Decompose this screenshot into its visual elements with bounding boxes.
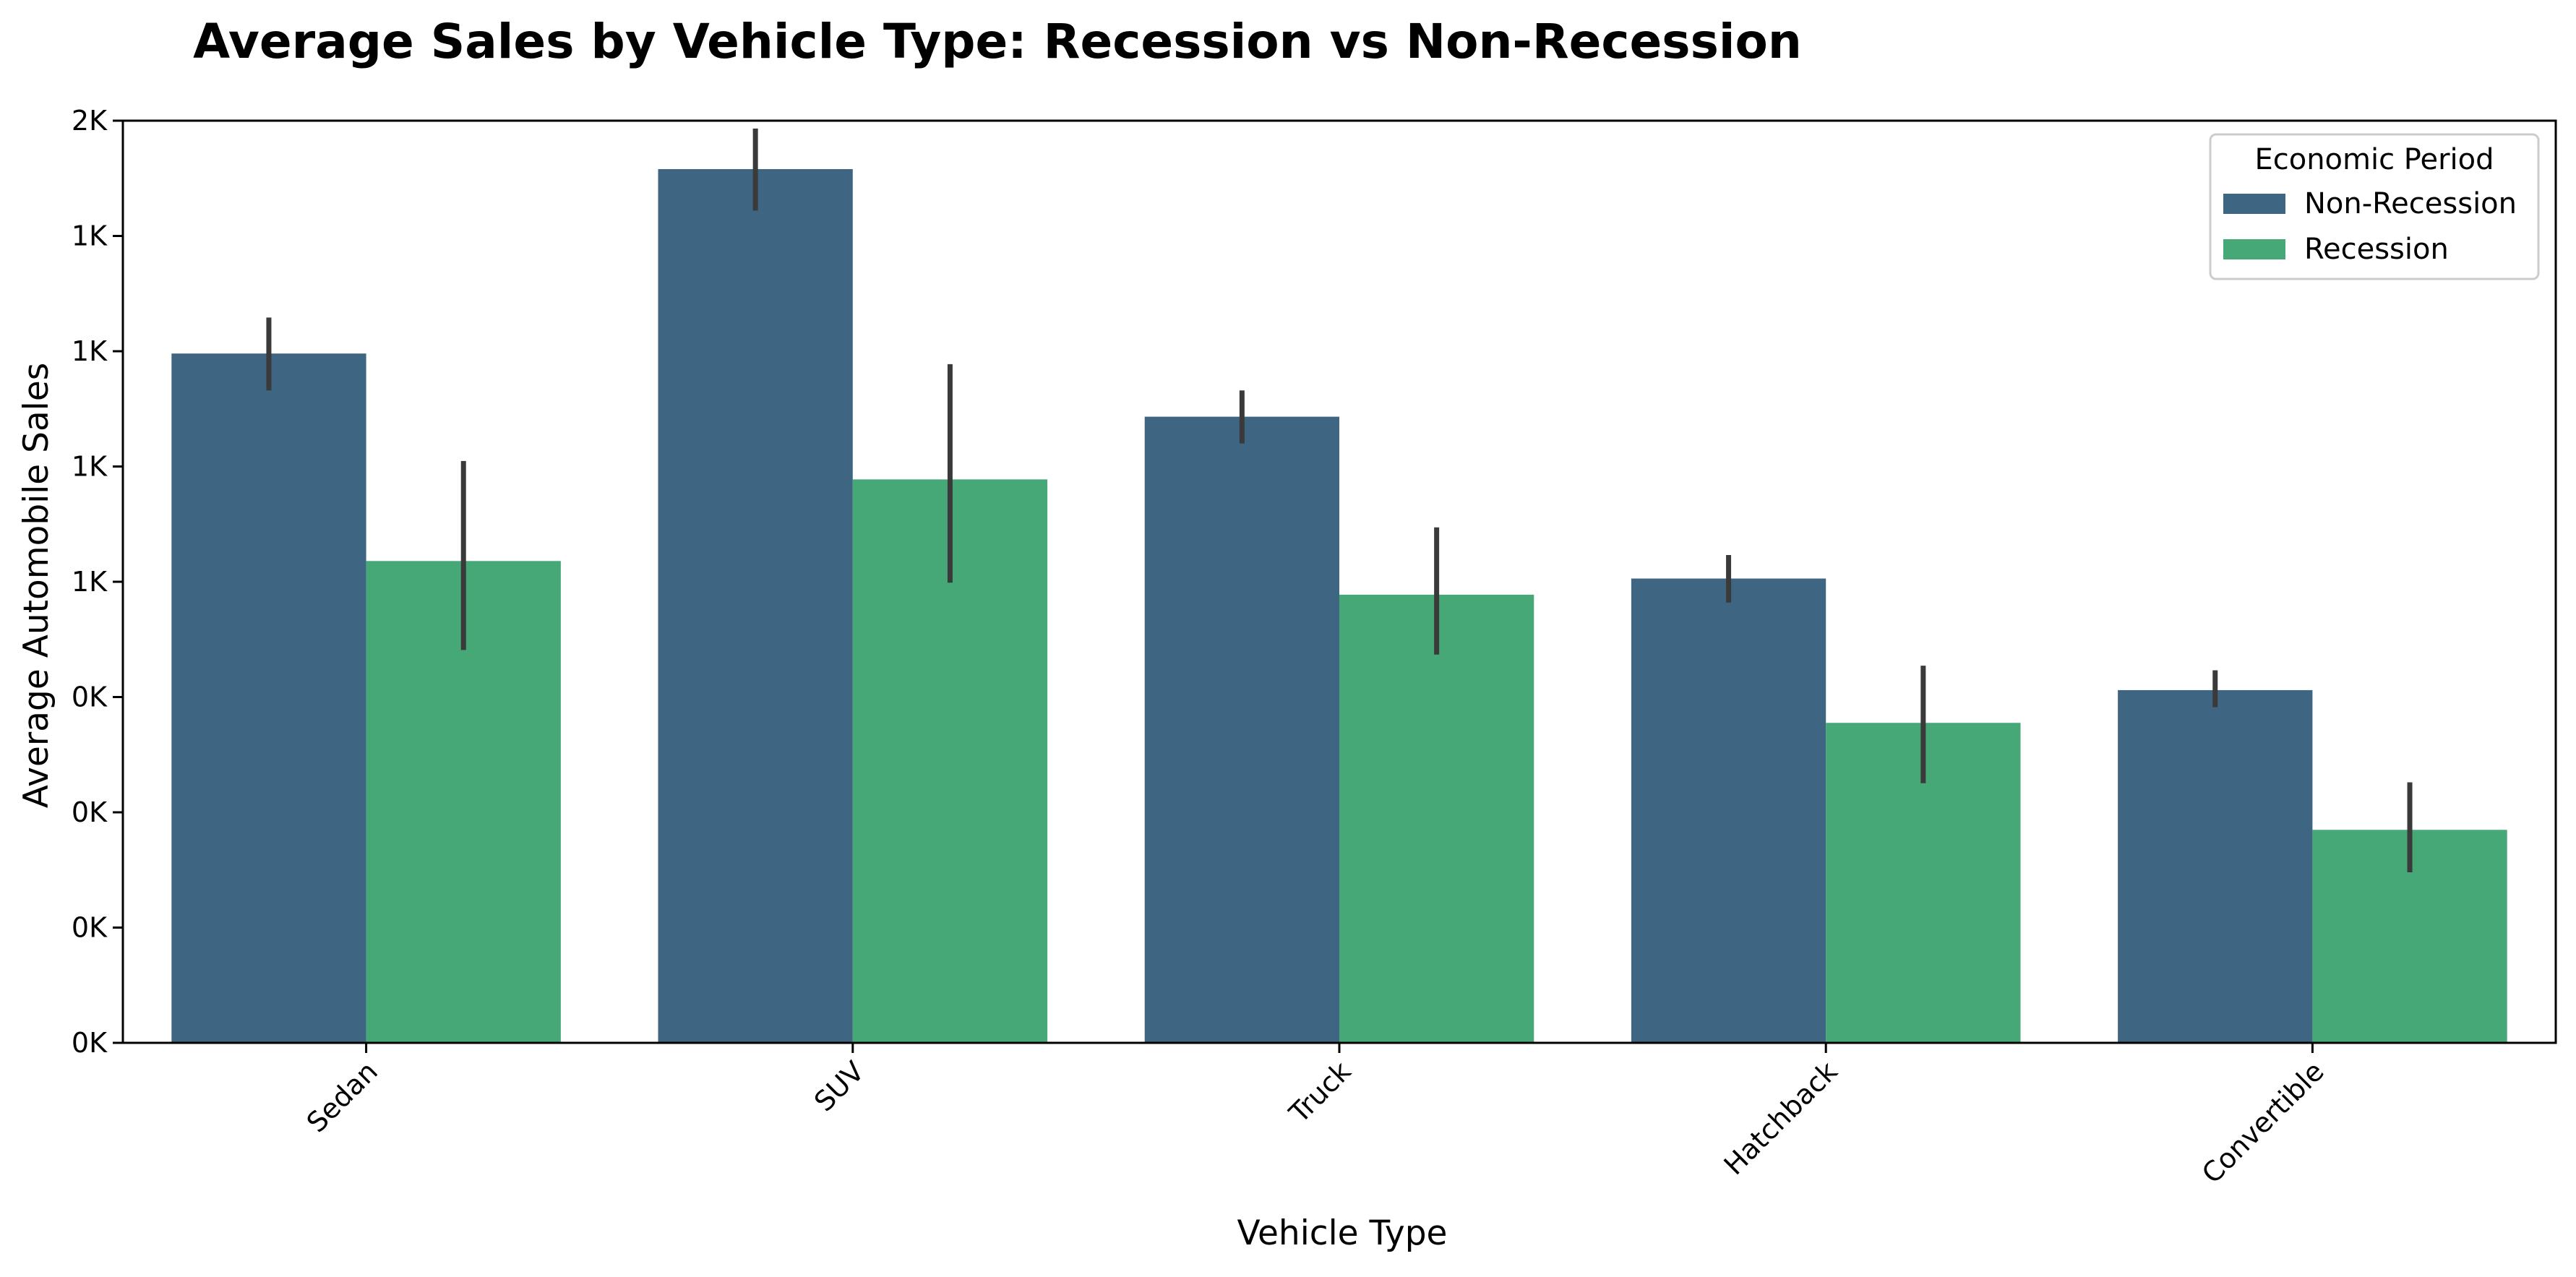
y-tick-label: 1K bbox=[72, 335, 108, 367]
legend-swatch bbox=[2223, 194, 2285, 214]
bar-non-recession-sedan bbox=[171, 353, 366, 1043]
legend: Economic Period Non-Recession Recession bbox=[2209, 133, 2540, 280]
x-tick-label: Truck bbox=[1283, 1055, 1357, 1130]
legend-title: Economic Period bbox=[2254, 143, 2494, 176]
x-tick-label: Convertible bbox=[2196, 1055, 2330, 1190]
chart-title: Average Sales by Vehicle Type: Recession… bbox=[193, 14, 1802, 69]
y-axis-label: Average Automobile Sales bbox=[17, 363, 56, 809]
y-tick-label: 0K bbox=[72, 682, 108, 713]
plot-area: 0K 0K 0K 0K 1K 1K 1K 1K 2K Sedan SUV Truck Hatchback… bbox=[72, 105, 2557, 1190]
y-tick-label: 0K bbox=[72, 1027, 108, 1059]
bar-non-recession-suv bbox=[658, 168, 853, 1044]
x-tick-label: Sedan bbox=[301, 1055, 384, 1138]
bar-recession-truck bbox=[1339, 594, 1534, 1043]
y-tick-label: 1K bbox=[72, 566, 108, 598]
y-tick-label: 0K bbox=[72, 912, 108, 944]
y-tick-label: 1K bbox=[72, 451, 108, 483]
legend-swatch bbox=[2223, 239, 2285, 259]
legend-box bbox=[2209, 133, 2540, 280]
y-tick-label: 1K bbox=[72, 220, 108, 252]
x-tick-label: Hatchback bbox=[1718, 1055, 1844, 1181]
y-tick-label: 0K bbox=[72, 796, 108, 828]
y-tick-label: 2K bbox=[72, 105, 108, 137]
bar-non-recession-truck bbox=[1144, 416, 1339, 1043]
legend-entry: Recession bbox=[2304, 233, 2449, 266]
x-tick-label: SUV bbox=[808, 1055, 870, 1117]
bar-non-recession-hatchback bbox=[1631, 578, 1826, 1043]
legend-entry: Non-Recession bbox=[2304, 187, 2517, 220]
bar-non-recession-convertible bbox=[2118, 689, 2313, 1043]
x-axis-label: Vehicle Type bbox=[1237, 1213, 1448, 1253]
